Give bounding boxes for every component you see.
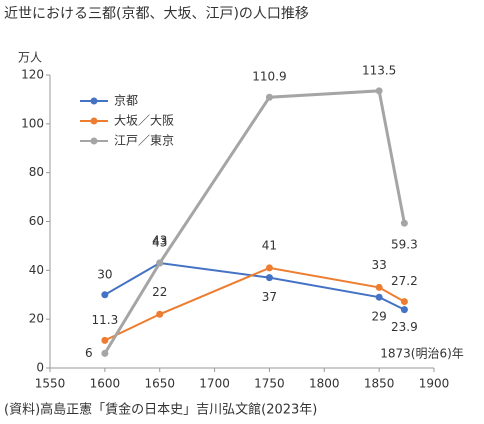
y-tick-label: 60 [29, 214, 44, 228]
y-tick-label: 100 [21, 116, 44, 130]
x-tick-label: 1900 [419, 377, 450, 391]
data-label: 30 [97, 267, 112, 281]
point [400, 219, 408, 227]
data-label: 11.3 [91, 313, 118, 327]
series-line [103, 89, 406, 355]
x-tick-label: 1650 [144, 377, 175, 391]
data-label: 33 [372, 258, 387, 272]
y-tick-label: 120 [21, 68, 44, 82]
y-axis-label: 万人 [18, 51, 42, 65]
point [375, 293, 383, 301]
y-tick-label: 20 [29, 312, 44, 326]
data-label: 29 [372, 310, 387, 324]
x-tick-label: 1750 [254, 377, 285, 391]
data-label: 22 [152, 285, 167, 299]
point [400, 306, 408, 314]
point [375, 283, 383, 291]
legend-marker [90, 137, 98, 145]
legend-label: 京都 [114, 94, 138, 108]
data-label: 59.3 [391, 238, 418, 252]
data-label: 113.5 [362, 63, 396, 77]
point [101, 291, 109, 299]
legend-marker [90, 117, 98, 125]
y-tick-label: 80 [29, 165, 44, 179]
data-label: 41 [262, 238, 277, 252]
source: (資料)高島正憲「賃金の日本史」吉川弘文館(2023年) [4, 402, 317, 418]
x-tick-label: 1700 [199, 377, 230, 391]
data-label: 23.9 [391, 320, 418, 334]
data-label: 27.2 [391, 274, 418, 288]
point [101, 336, 109, 344]
x-tick-label: 1600 [90, 377, 121, 391]
data-label: 110.9 [252, 70, 286, 84]
series-line [104, 261, 405, 311]
x-tick-label: 1850 [364, 377, 395, 391]
legend-marker [90, 97, 98, 105]
legend-label: 江戸／東京 [114, 134, 174, 148]
data-label: 37 [262, 290, 277, 304]
data-label: 43 [152, 234, 167, 248]
y-tick-label: 0 [36, 361, 44, 375]
x-tick-label: 1550 [35, 377, 66, 391]
legend-label: 大坂／大阪 [114, 114, 174, 128]
chart-title: 近世における三都(京都、大坂、江戸)の人口推移 [4, 6, 309, 22]
point [265, 264, 273, 272]
point [265, 93, 273, 101]
data-label: 43 [152, 236, 167, 250]
point [101, 349, 109, 357]
annotation: 1873(明治6)年 [380, 347, 464, 361]
y-tick-label: 40 [29, 263, 44, 277]
point [156, 310, 164, 318]
point [400, 298, 408, 306]
data-label: 6 [85, 346, 93, 360]
point [375, 87, 383, 95]
point [265, 274, 273, 282]
point [156, 259, 164, 267]
x-tick-label: 1800 [309, 377, 340, 391]
